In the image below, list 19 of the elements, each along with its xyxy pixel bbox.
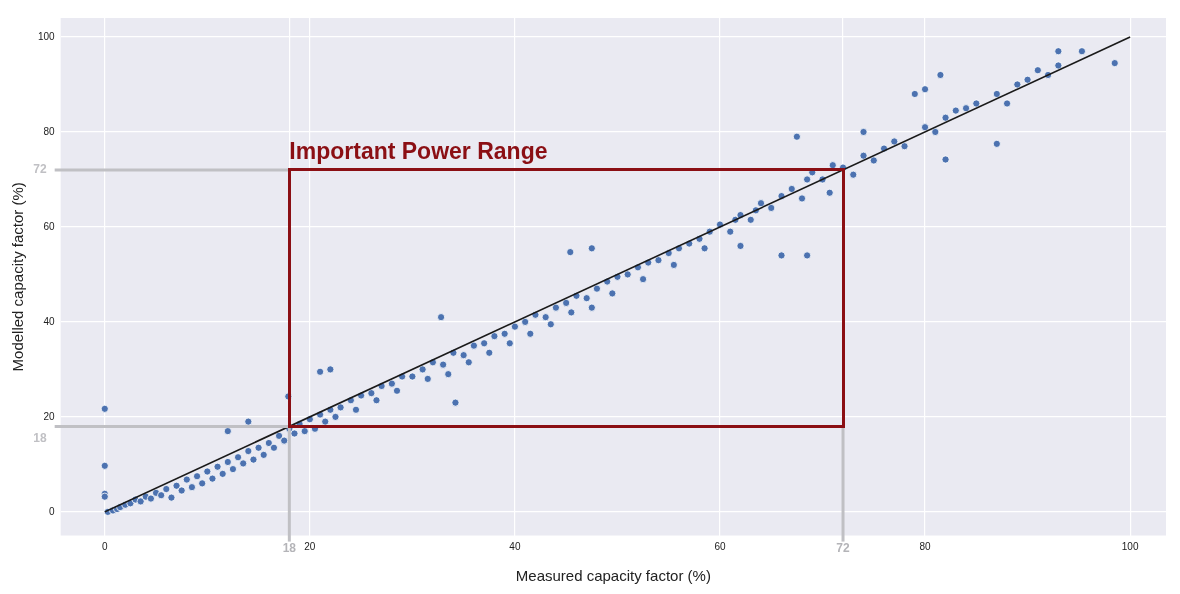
annotation: Important Power Range [289,137,548,164]
x-tick-label: 100 [1121,541,1139,553]
y-tick-label: 100 [38,30,56,42]
y-tick-label: 0 [49,505,56,517]
ref-line-label: 72 [33,162,47,177]
y-tick-label: 20 [43,410,56,422]
y-tick-label: 40 [43,315,56,327]
x-tick-label: 72 [836,541,851,556]
x-tick-label: 0 [101,541,108,553]
x-tick-label: 40 [509,541,521,553]
y-tick-label: 60 [43,220,56,232]
x-axis-title: Measured capacity factor (%) [515,567,711,585]
x-tick-label: 18 [282,541,297,556]
y-tick-label: 80 [43,125,56,137]
x-tick-label: 80 [919,541,932,553]
x-tick-label: 60 [714,541,726,553]
y-axis-title: Modelled capacity factor (%) [9,182,27,372]
x-tick-label: 20 [304,541,316,553]
ref-line-label: 18 [33,430,47,445]
